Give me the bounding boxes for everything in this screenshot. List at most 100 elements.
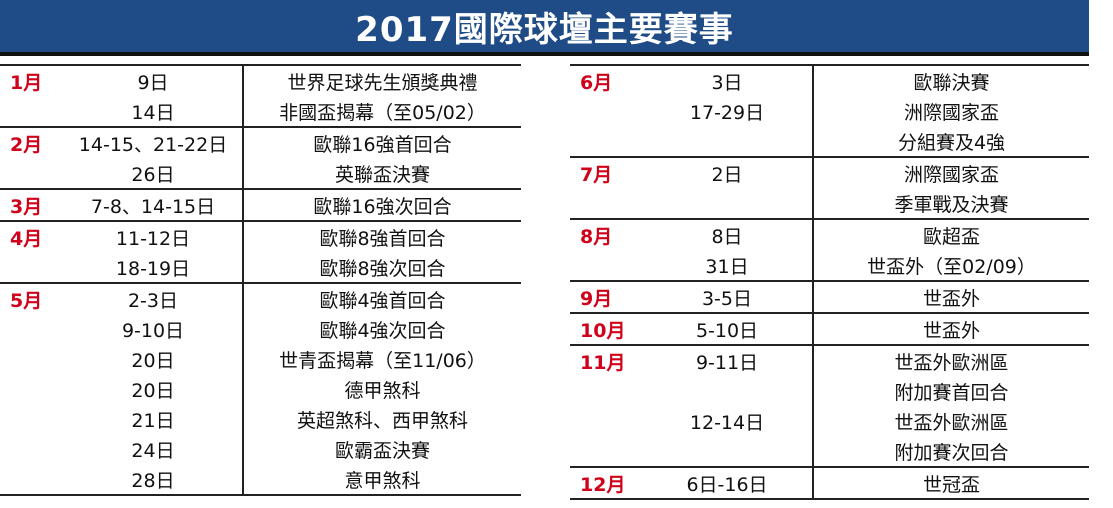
month-label (0, 96, 64, 126)
event-cell: 歐聯4強首回合 (319, 289, 446, 312)
table-row: 12-14日 世盃外歐洲區 (570, 406, 1089, 436)
date-cell: 20日 (64, 374, 244, 404)
month-label (0, 374, 64, 404)
date-cell: 3-5日 (642, 282, 814, 312)
month-label (0, 314, 64, 344)
date-cell: 3日 (642, 66, 814, 96)
table-bottom-rule (0, 494, 521, 496)
date-cell: 28日 (64, 464, 244, 494)
date-cell: 20日 (64, 344, 244, 374)
event-cell: 意甲煞科 (344, 469, 421, 492)
event-cell: 洲際國家盃 (903, 101, 999, 124)
table-row: 7月 2日 洲際國家盃 (570, 156, 1089, 188)
event-cell: 德甲煞科 (344, 379, 421, 402)
month-label (570, 250, 642, 280)
event-cell: 季軍戰及決賽 (894, 193, 1009, 216)
month-label: 11月 (580, 351, 626, 374)
month-label: 10月 (580, 319, 626, 342)
month-label: 7月 (580, 163, 613, 186)
month-label: 1月 (10, 71, 43, 94)
event-cell: 世盃外（至02/09） (867, 255, 1036, 278)
date-cell: 14日 (64, 96, 244, 126)
event-cell: 世冠盃 (922, 473, 980, 496)
table-row: 17-29日 洲際國家盃 (570, 96, 1089, 126)
month-label (570, 436, 642, 466)
table-row: 附加賽次回合 (570, 436, 1089, 466)
month-label (570, 96, 642, 126)
title-banner: 2017國際球壇主要賽事 (0, 0, 1089, 56)
date-cell: 6日-16日 (642, 468, 814, 498)
date-cell: 7-8、14-15日 (64, 190, 244, 220)
table-row: 9-10日 歐聯4強次回合 (0, 314, 521, 344)
event-cell: 非國盃揭幕（至05/02） (279, 101, 486, 124)
table-row: 31日 世盃外（至02/09） (570, 250, 1089, 280)
event-cell: 世盃外歐洲區 (894, 351, 1009, 374)
event-cell: 歐聯16強首回合 (313, 133, 452, 156)
date-cell: 2-3日 (64, 284, 244, 314)
month-label: 4月 (10, 227, 43, 250)
date-cell: 14-15、21-22日 (64, 128, 244, 158)
table-row: 2月 14-15、21-22日 歐聯16強首回合 (0, 126, 521, 158)
table-row: 4月 11-12日 歐聯8強首回合 (0, 220, 521, 252)
table-row: 8月 8日 歐超盃 (570, 218, 1089, 250)
month-label: 8月 (580, 225, 613, 248)
event-cell: 英超煞科、西甲煞科 (296, 409, 468, 432)
table-row: 20日 德甲煞科 (0, 374, 521, 404)
month-label (0, 344, 64, 374)
date-cell (642, 436, 814, 466)
month-label: 3月 (10, 195, 43, 218)
month-label (0, 252, 64, 282)
month-label (570, 188, 642, 218)
month-label (0, 464, 64, 494)
month-label: 12月 (580, 473, 626, 496)
table-row: 附加賽首回合 (570, 376, 1089, 406)
table-row: 季軍戰及決賽 (570, 188, 1089, 218)
date-cell (642, 188, 814, 218)
table-row: 28日 意甲煞科 (0, 464, 521, 494)
table-row: 18-19日 歐聯8強次回合 (0, 252, 521, 282)
date-cell: 18-19日 (64, 252, 244, 282)
date-cell: 12-14日 (642, 406, 814, 436)
table-row: 分組賽及4強 (570, 126, 1089, 156)
date-cell: 26日 (64, 158, 244, 188)
month-label (0, 404, 64, 434)
event-cell: 歐超盃 (922, 225, 980, 248)
table-row: 6月 3日 歐聯決賽 (570, 64, 1089, 96)
event-cell: 歐聯決賽 (913, 71, 990, 94)
event-cell: 世盃外 (922, 287, 980, 310)
event-cell: 世盃外 (922, 319, 980, 342)
table-row: 20日 世青盃揭幕（至11/06） (0, 344, 521, 374)
month-label (0, 434, 64, 464)
table-row: 3月 7-8、14-15日 歐聯16強次回合 (0, 188, 521, 220)
table-row: 11月 9-11日 世盃外歐洲區 (570, 344, 1089, 376)
event-cell: 世盃外歐洲區 (894, 411, 1009, 434)
table-row: 5月 2-3日 歐聯4強首回合 (0, 282, 521, 314)
event-cell: 英聯盃決賽 (334, 163, 430, 186)
event-cell: 歐霸盃決賽 (334, 439, 430, 462)
table-row: 24日 歐霸盃決賽 (0, 434, 521, 464)
month-label: 6月 (580, 71, 613, 94)
event-cell: 洲際國家盃 (903, 163, 999, 186)
date-cell: 9-11日 (642, 346, 814, 376)
month-label (570, 376, 642, 406)
date-cell (642, 126, 814, 156)
event-cell: 世界足球先生頒獎典禮 (287, 71, 478, 94)
date-cell: 5-10日 (642, 314, 814, 344)
date-cell: 31日 (642, 250, 814, 280)
event-cell: 附加賽首回合 (894, 381, 1009, 404)
month-label (0, 158, 64, 188)
schedule-table-left: 1月 9日 世界足球先生頒獎典禮 14日 非國盃揭幕（至05/02） 2月 14-15、… (0, 64, 521, 496)
date-cell: 9-10日 (64, 314, 244, 344)
date-cell: 9日 (64, 66, 244, 96)
event-cell: 歐聯4強次回合 (319, 319, 446, 342)
table-bottom-rule (570, 498, 1089, 500)
date-cell: 24日 (64, 434, 244, 464)
date-cell: 21日 (64, 404, 244, 434)
schedule-table-right: 6月 3日 歐聯決賽 17-29日 洲際國家盃 分組賽及4強 7月 2日 洲際國家盃 季軍… (570, 64, 1089, 500)
event-cell: 世青盃揭幕（至11/06） (279, 349, 486, 372)
month-label: 2月 (10, 133, 43, 156)
event-cell: 分組賽及4強 (897, 131, 1006, 154)
table-row: 12月 6日-16日 世冠盃 (570, 466, 1089, 498)
page-title: 2017國際球壇主要賽事 (355, 9, 734, 50)
date-cell: 8日 (642, 220, 814, 250)
